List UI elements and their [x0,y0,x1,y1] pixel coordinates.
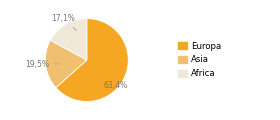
Wedge shape [50,18,87,60]
Text: 63,4%: 63,4% [103,76,127,90]
Wedge shape [56,18,128,102]
Legend: Europa, Asia, Africa: Europa, Asia, Africa [178,42,221,78]
Text: 19,5%: 19,5% [25,60,59,69]
Wedge shape [45,40,87,88]
Text: 17,1%: 17,1% [51,14,76,30]
